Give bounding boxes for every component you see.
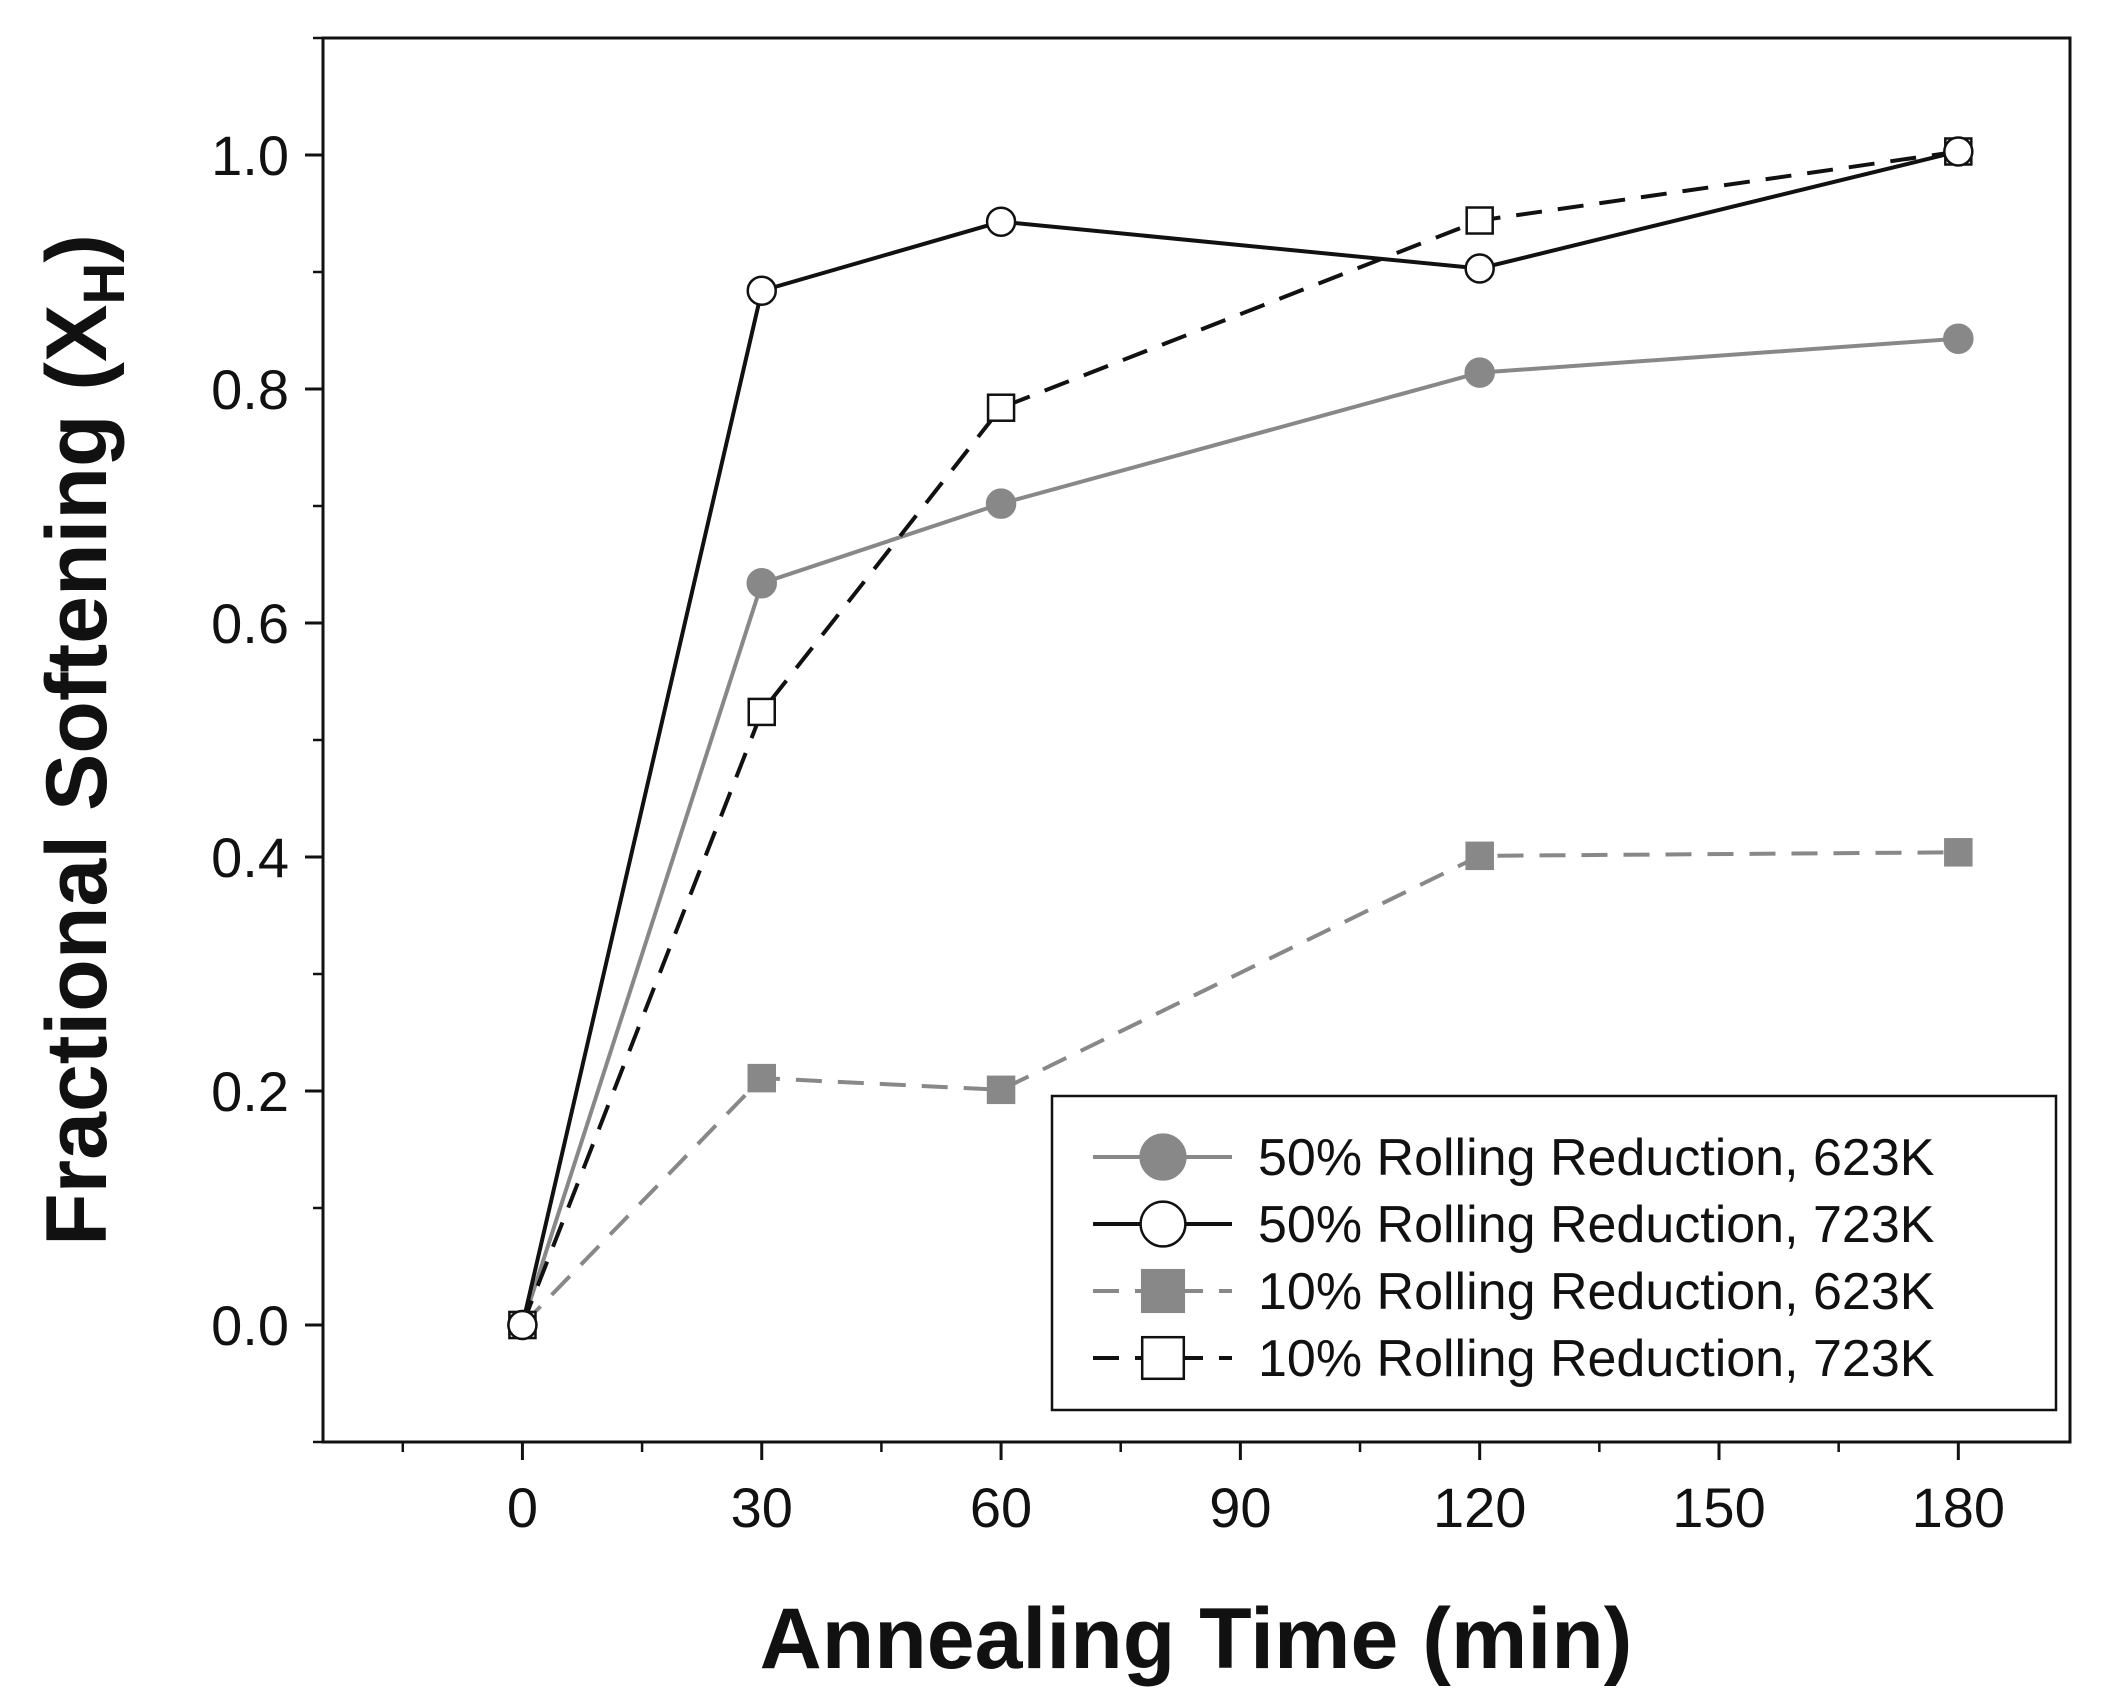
data-point <box>1465 206 1494 235</box>
series-2 <box>507 136 1974 1341</box>
legend-label: 50% Rolling Reduction, 723K <box>1258 1196 1935 1254</box>
y-axis-title: Fractional Softening (XH) <box>29 234 137 1246</box>
data-point <box>1943 323 1974 354</box>
data-point <box>986 1075 1016 1105</box>
x-axis-ticks: 0 30 60 90 120 150 180 <box>401 1442 2005 1539</box>
data-point <box>985 206 1017 237</box>
x-axis-title: Annealing Time (min) <box>760 1591 1633 1687</box>
y-tick-label: 0.4 <box>211 826 289 889</box>
y-tick-label: 1.0 <box>211 124 289 187</box>
x-tick-label: 60 <box>970 1476 1032 1539</box>
legend-swatch-marker <box>1140 1268 1186 1314</box>
legend-swatch-marker <box>1139 1133 1187 1181</box>
series-line <box>520 850 1959 1327</box>
data-point <box>747 697 776 727</box>
data-point <box>746 275 777 306</box>
y-axis-ticks: 0.0 0.2 0.4 0.6 0.8 1.0 <box>211 36 323 1444</box>
legend-entries: 50% Rolling Reduction, 623K 50% Rolling R… <box>1093 1129 1935 1388</box>
x-tick-label: 180 <box>1912 1476 2005 1539</box>
y-tick-label: 0.0 <box>211 1294 289 1357</box>
data-point <box>1465 841 1494 871</box>
y-tick-label: 0.2 <box>211 1060 289 1123</box>
data-point <box>985 488 1017 519</box>
x-tick-label: 150 <box>1672 1476 1765 1539</box>
data-point <box>747 1063 776 1093</box>
legend-swatch-marker <box>1139 1200 1187 1248</box>
y-axis-title-main: Fractional Softening (X <box>29 305 125 1246</box>
data-point <box>746 567 777 599</box>
x-tick-label: 0 <box>507 1476 538 1539</box>
y-tick-label: 0.8 <box>211 358 289 421</box>
y-axis-title-subscript: H <box>72 263 137 305</box>
legend-label: 10% Rolling Reduction, 623K <box>1258 1263 1935 1321</box>
x-tick-label: 90 <box>1209 1476 1271 1539</box>
legend-label: 10% Rolling Reduction, 723K <box>1258 1330 1935 1388</box>
legend-entry: 50% Rolling Reduction, 623K <box>1093 1129 1935 1187</box>
data-point <box>986 393 1016 422</box>
data-point <box>1464 357 1495 388</box>
legend: 50% Rolling Reduction, 623K 50% Rolling R… <box>1050 1094 2058 1412</box>
series-layer <box>507 136 1974 1341</box>
y-axis-title-close: ) <box>29 234 125 263</box>
x-tick-label: 30 <box>731 1476 793 1539</box>
series-line <box>520 149 1959 1326</box>
data-point <box>1944 838 1973 867</box>
data-point <box>1464 253 1495 284</box>
legend-entry: 10% Rolling Reduction, 623K <box>1093 1263 1935 1321</box>
x-tick-label: 120 <box>1433 1476 1526 1539</box>
legend-entry: 10% Rolling Reduction, 723K <box>1093 1330 1935 1388</box>
legend-swatch-marker <box>1140 1335 1186 1381</box>
data-point <box>507 1309 538 1341</box>
legend-entry: 50% Rolling Reduction, 723K <box>1093 1196 1935 1254</box>
y-tick-label: 0.6 <box>211 592 289 655</box>
data-point <box>1943 136 1974 167</box>
legend-label: 50% Rolling Reduction, 623K <box>1258 1129 1935 1187</box>
